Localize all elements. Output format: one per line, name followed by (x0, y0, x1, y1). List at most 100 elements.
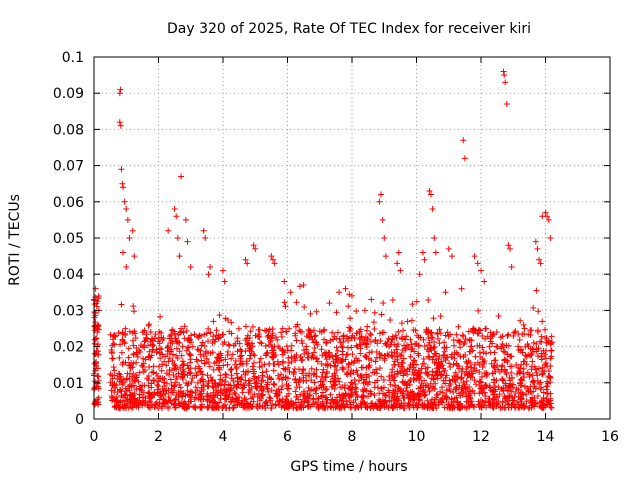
roti-point (223, 388, 230, 395)
roti-point (470, 404, 477, 411)
roti-point (264, 381, 271, 388)
roti-point (193, 356, 200, 363)
roti-point (246, 377, 253, 384)
roti-point (374, 377, 381, 384)
roti-point (201, 360, 208, 367)
roti-point (480, 402, 487, 409)
roti-point (176, 381, 183, 388)
roti-point (274, 391, 281, 398)
roti-point (411, 348, 418, 355)
roti-point (425, 353, 432, 360)
roti-point (323, 339, 330, 346)
roti-point (471, 365, 478, 372)
roti-point (313, 356, 320, 363)
roti-point (421, 256, 428, 263)
roti-point (185, 391, 192, 398)
roti-point (309, 336, 316, 343)
roti-point (321, 336, 328, 343)
roti-point (109, 372, 116, 379)
roti-point (505, 342, 512, 349)
roti-point (216, 312, 223, 319)
roti-point (109, 342, 116, 349)
roti-point (146, 348, 153, 355)
roti-point (248, 403, 255, 410)
roti-point (121, 402, 128, 409)
roti-point (332, 363, 339, 370)
roti-point (415, 343, 422, 350)
roti-point (476, 390, 483, 397)
roti-point (341, 392, 348, 399)
roti-point (251, 373, 258, 380)
roti-point (172, 379, 179, 386)
roti-point (358, 372, 365, 379)
roti-point (182, 216, 189, 223)
roti-point (322, 386, 329, 393)
roti-point (127, 362, 134, 369)
roti-point (548, 404, 555, 411)
roti-point (441, 339, 448, 346)
roti-point (353, 355, 360, 362)
roti-point (278, 386, 285, 393)
roti-point (264, 349, 271, 356)
roti-point (266, 394, 273, 401)
roti-point (353, 392, 360, 399)
roti-point (152, 400, 159, 407)
roti-point (437, 388, 444, 395)
roti-point (449, 376, 456, 383)
roti-point (494, 400, 501, 407)
roti-point (117, 387, 124, 394)
roti-point (548, 333, 555, 340)
roti-point (136, 369, 143, 376)
y-tick-label: 0.09 (53, 86, 84, 102)
roti-point (92, 310, 99, 317)
roti-point (118, 166, 125, 173)
roti-point (201, 353, 208, 360)
roti-point (148, 380, 155, 387)
roti-point (114, 375, 121, 382)
roti-point (171, 401, 178, 408)
roti-point (152, 331, 159, 338)
roti-point (141, 382, 148, 389)
roti-point (172, 335, 179, 342)
roti-point (181, 335, 188, 342)
roti-point (374, 370, 381, 377)
roti-point (490, 405, 497, 412)
roti-point (282, 366, 289, 373)
roti-point (188, 332, 195, 339)
roti-point (281, 299, 288, 306)
roti-point (259, 403, 266, 410)
roti-point (427, 330, 434, 337)
roti-point (299, 328, 306, 335)
roti-point (460, 387, 467, 394)
roti-point (516, 404, 523, 411)
roti-point (290, 371, 297, 378)
roti-point (311, 349, 318, 356)
roti-point (465, 372, 472, 379)
roti-point (371, 325, 378, 332)
roti-point (507, 353, 514, 360)
roti-point (319, 352, 326, 359)
roti-point (157, 313, 164, 320)
roti-point (538, 338, 545, 345)
roti-point (306, 327, 313, 334)
roti-point (119, 180, 126, 187)
roti-point (240, 404, 247, 411)
roti-point (504, 359, 511, 366)
roti-point (178, 352, 185, 359)
roti-point (249, 403, 256, 410)
roti-point (311, 379, 318, 386)
roti-point (429, 334, 436, 341)
roti-point (117, 398, 124, 405)
roti-point (173, 392, 180, 399)
roti-point (184, 362, 191, 369)
roti-point (413, 361, 420, 368)
roti-point (217, 352, 224, 359)
roti-point (175, 389, 182, 396)
roti-point (541, 326, 548, 333)
roti-point (440, 352, 447, 359)
roti-point (347, 370, 354, 377)
roti-point (155, 382, 162, 389)
roti-point (124, 216, 131, 223)
roti-point (340, 403, 347, 410)
roti-point (247, 328, 254, 335)
